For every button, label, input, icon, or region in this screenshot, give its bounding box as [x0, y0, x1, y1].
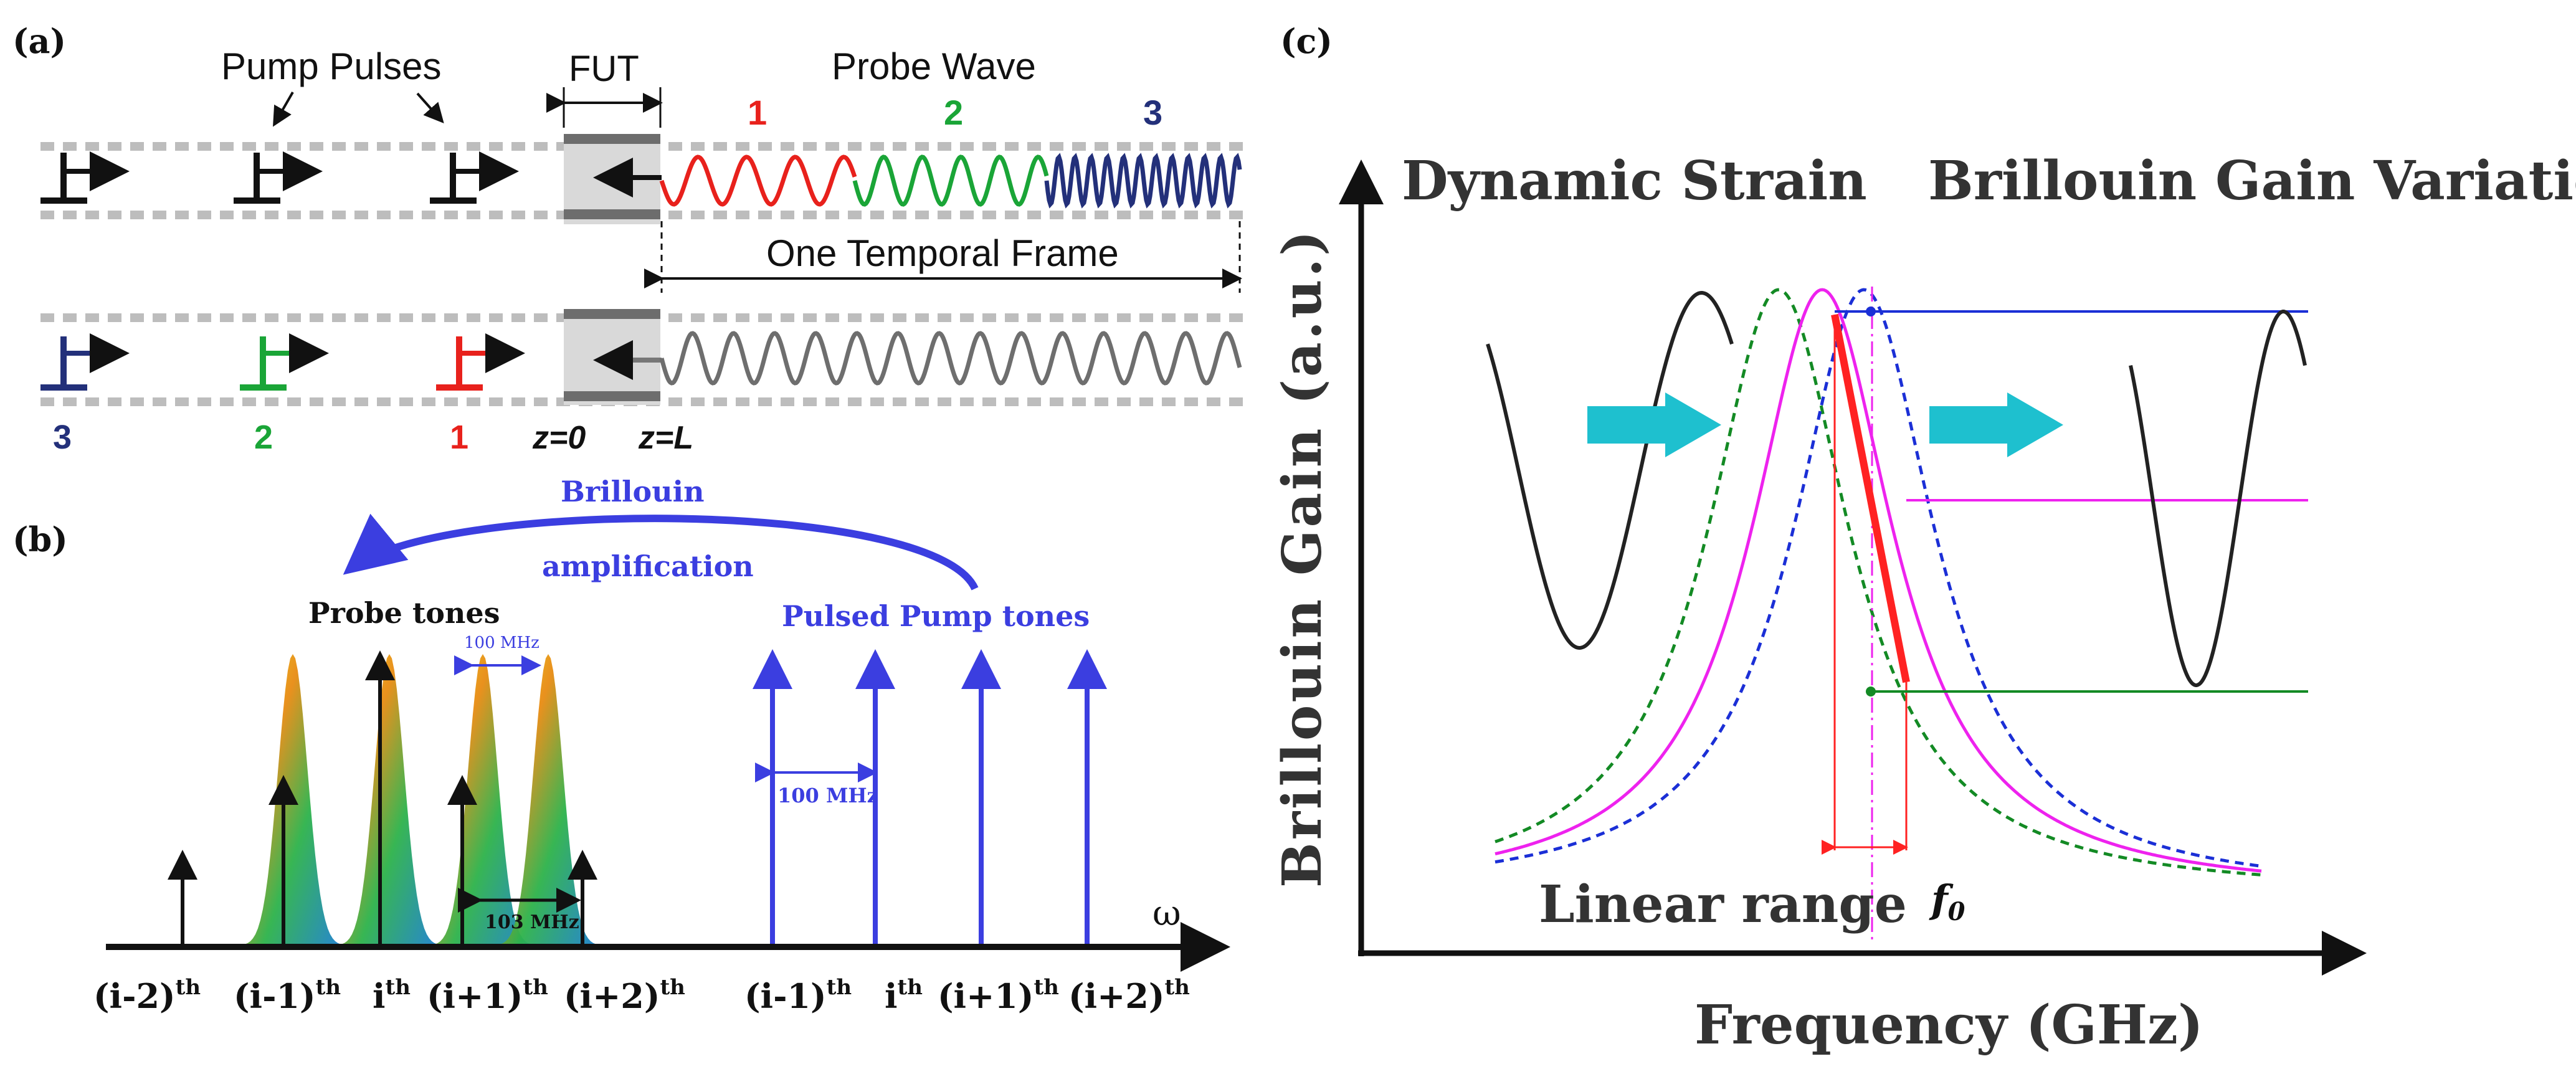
zL-label: z=L [638, 420, 693, 456]
pump-pointer-2 [416, 92, 444, 123]
pump-order: (i+2)th [1068, 975, 1190, 1016]
spacing-100-top: 100 MHz [464, 634, 539, 652]
probe-order: (i-2)th [93, 975, 201, 1016]
probe-wave-red [659, 154, 857, 207]
gain-variation-label: Brillouin Gain Variation [1928, 150, 2576, 212]
c-xlabel: Frequency (GHz) [1694, 994, 2203, 1057]
pump-pulse-green [240, 333, 329, 391]
probe-segment-3: 3 [1143, 93, 1162, 132]
probe-tone-lobe [498, 654, 598, 946]
linear-segment [1831, 313, 1910, 683]
gain-curve-magenta [1495, 288, 2262, 873]
pump-pulse-black [234, 151, 323, 204]
probe-wave-gray [659, 331, 1242, 386]
probe-wave-navy [1044, 153, 1242, 209]
pump-order: (i+1)th [938, 975, 1059, 1016]
c-ylabel: Brillouin Gain (a.u.) [1271, 228, 1334, 888]
probe-order: (i+1)th [427, 975, 548, 1016]
gain-variation-wave [2129, 309, 2307, 688]
probe-segment-2: 2 [944, 93, 963, 132]
pump-pulses-label: Pump Pulses [221, 45, 442, 87]
fut-label: FUT [569, 49, 639, 89]
linear-range-label: Linear range [1539, 875, 1907, 934]
panel-a: (a) FUT Pump Pulses Probe Wave [12, 21, 1246, 456]
omega-label: ω [1153, 893, 1181, 934]
panel-c: (c) Brillouin Gain (a.u.) Frequency (GHz… [1271, 21, 2576, 1057]
panel-b-label: (b) [12, 520, 68, 559]
pump-pulses-top [40, 151, 662, 204]
pump-pulse-black [430, 151, 519, 204]
pump-pulse-navy [40, 333, 130, 391]
one-temporal-frame-label: One Temporal Frame [766, 232, 1119, 274]
dynamic-strain-label: Dynamic Strain [1402, 150, 1867, 212]
level-dot-blue [1866, 307, 1876, 316]
dynamic-strain-wave [1486, 290, 1734, 650]
pump-order: ith [885, 975, 923, 1016]
probe-tone-lobe [243, 654, 343, 946]
panel-a-label: (a) [12, 21, 66, 61]
pump-pulse-black [40, 151, 130, 204]
probe-wave-green [852, 154, 1049, 207]
pulse-number-3: 3 [53, 419, 72, 456]
panel-b: (b) Brillouin amplification Probe tones … [12, 475, 1230, 1016]
pulse-number-1: 1 [450, 419, 468, 456]
level-dot-green [1866, 687, 1876, 696]
probe-tone-lobe [340, 654, 439, 946]
probe-tone-lobe [433, 654, 533, 946]
pulsed-pump-tones-label: Pulsed Pump tones [782, 599, 1090, 633]
gain-curves [1486, 287, 2308, 941]
probe-order: ith [373, 975, 411, 1016]
spectrum [168, 649, 1107, 946]
pump-pulse-red [436, 333, 525, 391]
cyan-arrow-left [1587, 392, 1721, 457]
probe-order: (i-1)th [234, 975, 341, 1016]
panel-c-label: (c) [1280, 21, 1333, 61]
gain-curve-blue-dashed [1495, 288, 2262, 868]
f0-label: f0 [1929, 877, 1965, 926]
pump-order-labels: (i-1)th ith (i+1)th (i+2)th [744, 975, 1190, 1016]
probe-wave-label: Probe Wave [832, 45, 1036, 87]
amplification-label: amplification [542, 549, 754, 583]
pump-pointer-1 [273, 92, 294, 127]
probe-segment-1: 1 [748, 93, 767, 132]
probe-order-labels: (i-2)th (i-1)th ith (i+1)th (i+2)th [93, 975, 685, 1016]
z0-label: z=0 [532, 420, 586, 456]
spacing-100-pump: 100 MHz [777, 784, 878, 807]
pulse-number-2: 2 [254, 419, 273, 456]
probe-tones-label: Probe tones [308, 596, 500, 630]
brillouin-label: Brillouin [561, 475, 705, 508]
gain-curve-green-dashed [1495, 288, 2262, 877]
pump-order: (i-1)th [744, 975, 852, 1016]
probe-order: (i+2)th [564, 975, 685, 1016]
spacing-103: 103 MHz [485, 911, 579, 933]
cyan-arrow-right [1929, 392, 2063, 457]
amplification-arrow [343, 513, 979, 591]
